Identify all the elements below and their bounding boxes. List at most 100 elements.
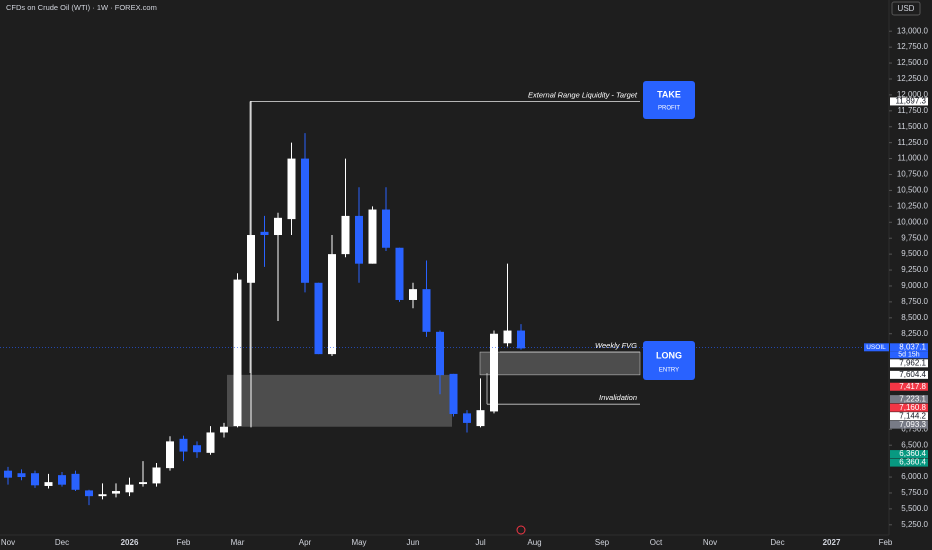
- candle-body: [166, 441, 174, 469]
- candle-body: [112, 491, 120, 494]
- y-tick-label: 8,500.0: [901, 313, 928, 322]
- long-entry-button[interactable]: [643, 341, 695, 380]
- x-tick-label: 2027: [823, 538, 841, 547]
- price-label: 7,144.2: [899, 411, 926, 420]
- price-label-box: [890, 97, 928, 106]
- candle-body: [58, 475, 66, 485]
- candle-body: [490, 333, 498, 412]
- y-tick-label: 6,000.0: [901, 472, 928, 481]
- y-tick-label: 9,250.0: [901, 265, 928, 274]
- y-tick-label: 9,750.0: [901, 233, 928, 242]
- y-tick-label: 10,000.0: [897, 217, 929, 226]
- chart-title: CFDs on Crude Oil (WTI) · 1W · FOREX.com: [6, 3, 157, 12]
- candle-body: [139, 482, 147, 485]
- y-tick-label: 10,750.0: [897, 170, 929, 179]
- countdown-label: 5d 15h: [898, 352, 920, 359]
- currency[interactable]: USD: [898, 4, 915, 13]
- y-tick-label: 11,250.0: [897, 138, 928, 147]
- price-label-box: [890, 382, 928, 391]
- annotation-text: Invalidation: [599, 393, 637, 402]
- countdown-box: [890, 351, 928, 359]
- price-label-box: [890, 370, 928, 379]
- button-title[interactable]: LONG: [656, 350, 682, 360]
- candle-body: [125, 484, 134, 493]
- x-tick-label: Dec: [770, 538, 784, 547]
- x-tick-label: 2026: [121, 538, 139, 547]
- y-tick-label: 12,500.0: [897, 58, 929, 67]
- price-label: 7,093.3: [899, 420, 926, 429]
- candle-body: [328, 254, 336, 355]
- price-label-box: [890, 458, 928, 467]
- candle-body: [409, 289, 417, 300]
- candle-body: [517, 330, 525, 349]
- y-tick-label: 6,500.0: [901, 440, 928, 449]
- y-tick-label: 6,750.0: [901, 424, 928, 433]
- candle-body: [395, 247, 404, 300]
- price-label: 7,160.8: [899, 403, 926, 412]
- button-subtitle[interactable]: PROFIT: [658, 106, 680, 112]
- candle-body: [503, 330, 512, 344]
- x-tick-label: Nov: [703, 538, 717, 547]
- price-label: 6,360.4: [899, 449, 926, 458]
- candle-body: [476, 410, 485, 427]
- candle-body: [85, 490, 93, 497]
- y-tick-label: 5,500.0: [901, 504, 928, 513]
- y-tick-label: 12,750.0: [897, 42, 929, 51]
- annotation-text: External Range Liquidity - Target: [528, 90, 638, 99]
- price-label: 7,604.4: [899, 370, 926, 379]
- y-tick-label: 11,000.0: [897, 154, 928, 163]
- x-tick-label: Nov: [1, 538, 15, 547]
- y-tick-label: 12,250.0: [897, 74, 929, 83]
- price-label-box: [890, 412, 928, 421]
- candle-body: [422, 289, 431, 332]
- candle-body: [274, 217, 282, 236]
- x-tick-label: Oct: [650, 538, 663, 547]
- fvg-zone: [479, 351, 641, 376]
- candle-body: [368, 209, 377, 264]
- y-tick-label: 5,750.0: [901, 488, 928, 497]
- x-tick-label: Feb: [879, 538, 893, 547]
- y-tick-label: 9,500.0: [901, 249, 928, 258]
- candle-body: [152, 467, 161, 484]
- y-tick-label: 10,250.0: [897, 201, 929, 210]
- candle-body: [382, 209, 390, 248]
- take-profit-button[interactable]: [643, 81, 695, 119]
- x-tick-label: Mar: [231, 538, 245, 547]
- y-tick-label: 9,000.0: [901, 281, 928, 290]
- candle-body: [4, 470, 12, 478]
- candle-body: [31, 473, 39, 486]
- x-tick-label: Jun: [407, 538, 420, 547]
- y-tick-label: 10,500.0: [897, 186, 929, 195]
- x-tick-label: Feb: [177, 538, 191, 547]
- button-subtitle[interactable]: ENTRY: [659, 368, 679, 374]
- candle-body: [449, 373, 458, 414]
- price-label: 6,360.4: [899, 458, 926, 467]
- price-label-box: [890, 395, 928, 404]
- x-tick-label: Dec: [55, 538, 69, 547]
- replay-icon[interactable]: [516, 525, 526, 535]
- symbol-label: USOIL: [866, 344, 886, 351]
- button-title[interactable]: TAKE: [657, 89, 681, 99]
- candle-body: [301, 158, 309, 283]
- y-tick-label: 11,750.0: [897, 106, 928, 115]
- price-label: 7,223.1: [899, 394, 926, 403]
- y-tick-label: 8,250.0: [901, 329, 928, 338]
- candle-body: [341, 215, 350, 255]
- price-label-box: [890, 343, 928, 352]
- fvg-zone: [227, 374, 452, 427]
- x-tick-label: Aug: [527, 538, 541, 547]
- candle-body: [355, 215, 363, 264]
- y-tick-label: 12,000.0: [897, 90, 929, 99]
- price-label: 7,962.1: [899, 358, 926, 367]
- y-tick-label: 5,250.0: [901, 520, 928, 529]
- x-tick-label: May: [351, 538, 366, 547]
- price-label-box: [890, 359, 928, 368]
- x-tick-label: Jul: [475, 538, 485, 547]
- currency-button[interactable]: [891, 1, 921, 16]
- symbol-box: [864, 343, 889, 352]
- price-label: 8,037.1: [899, 342, 926, 351]
- y-tick-label: 8,750.0: [901, 297, 928, 306]
- candle-body: [44, 482, 53, 486]
